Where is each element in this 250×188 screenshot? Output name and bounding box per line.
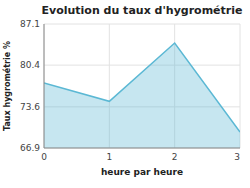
title: Evolution du taux d'hygrométrie xyxy=(42,4,243,17)
y-tick-label: 80.4 xyxy=(20,60,40,70)
y-tick-label: 87.1 xyxy=(20,19,40,29)
x-tick-label: 3 xyxy=(234,152,240,162)
plot-area xyxy=(44,43,240,148)
grid xyxy=(44,24,240,148)
line xyxy=(44,43,240,132)
y-axis-label: Taux hygrométrie % xyxy=(2,41,12,131)
chart-container: 66.9 73.6 80.4 87.1 0 1 2 3 Evolution du taux d'… xyxy=(0,0,250,188)
x-grid-line xyxy=(44,24,45,148)
x-grid-line xyxy=(240,24,241,148)
x-tick-label: 0 xyxy=(41,152,47,162)
y-grid-line xyxy=(44,148,240,149)
y-grid-line xyxy=(44,24,240,25)
chart: 66.9 73.6 80.4 87.1 0 1 2 3 Evolution du taux d'… xyxy=(0,0,250,188)
x-axis xyxy=(44,148,240,149)
x-tick-label: 2 xyxy=(172,152,178,162)
area-fill xyxy=(44,43,240,148)
y-tick-label: 73.6 xyxy=(20,102,40,112)
y-grid-line xyxy=(44,65,240,66)
x-tick-label: 1 xyxy=(106,152,112,162)
x-axis-label: heure par heure xyxy=(101,167,183,177)
y-axis xyxy=(44,24,45,148)
y-tick-label: 66.9 xyxy=(20,143,40,153)
